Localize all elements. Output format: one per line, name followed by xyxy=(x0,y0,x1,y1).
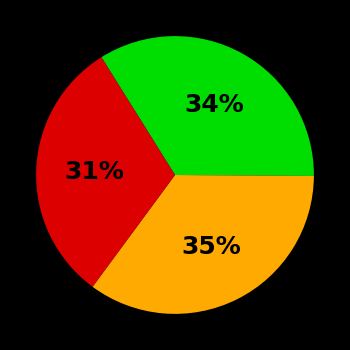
Text: 35%: 35% xyxy=(181,235,241,259)
Text: 34%: 34% xyxy=(184,93,244,117)
Wedge shape xyxy=(36,57,175,287)
Wedge shape xyxy=(102,36,314,176)
Text: 31%: 31% xyxy=(64,160,125,184)
Wedge shape xyxy=(93,175,314,314)
